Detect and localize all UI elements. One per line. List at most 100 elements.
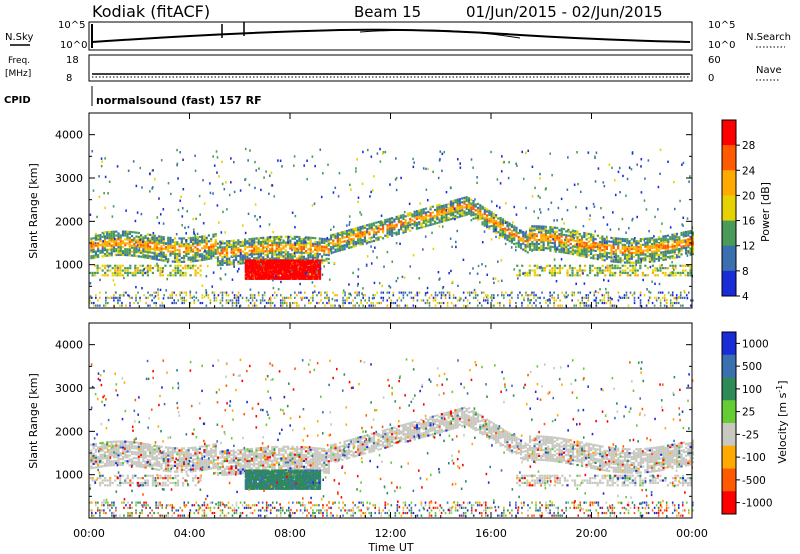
radar-cell: [592, 257, 595, 260]
radar-cell: [673, 248, 676, 252]
radar-cell: [345, 243, 348, 246]
radar-cell: [614, 250, 618, 254]
radar-cell: [304, 271, 307, 275]
radar-cell: [607, 291, 610, 294]
radar-cell: [375, 221, 378, 224]
radar-cell: [608, 244, 611, 247]
radar-cell: [567, 244, 570, 247]
radar-cell: [293, 260, 296, 263]
radar-cell: [273, 271, 276, 274]
radar-cell: [134, 271, 137, 275]
radar-cell: [663, 299, 666, 302]
radar-cell: [111, 274, 114, 277]
radar-cell: [613, 255, 616, 258]
radar-cell: [316, 247, 319, 250]
radar-cell: [312, 272, 315, 275]
radar-cell: [359, 227, 362, 231]
radar-cell: [440, 205, 443, 208]
radar-cell: [159, 269, 162, 272]
radar-cell: [689, 235, 692, 239]
radar-cell: [227, 299, 230, 302]
radar-cell: [655, 299, 658, 302]
radar-cell: [293, 269, 296, 273]
radar-cell: [630, 246, 633, 249]
radar-cell: [119, 247, 122, 251]
radar-cell: [300, 249, 303, 252]
radar-cell: [583, 255, 586, 258]
radar-cell: [653, 240, 656, 243]
radar-cell: [679, 294, 682, 297]
radar-cell: [325, 259, 328, 262]
radar-cell: [651, 256, 654, 259]
radar-cell: [492, 226, 495, 229]
radar-cell: [368, 227, 371, 230]
radar-cell: [612, 242, 615, 246]
radar-cell: [160, 237, 163, 240]
radar-cell: [621, 269, 624, 272]
radar-cell: [254, 275, 258, 278]
radar-cell: [571, 231, 575, 234]
radar-cell: [596, 269, 599, 272]
radar-cell: [250, 255, 254, 258]
radar-cell: [612, 237, 615, 240]
radar-cell: [155, 244, 159, 247]
radar-cell: [400, 226, 403, 229]
radar-cell: [262, 259, 265, 262]
radar-cell: [332, 191, 335, 194]
radar-cell: [108, 230, 111, 234]
radar-cell: [549, 152, 552, 155]
radar-cell: [338, 171, 341, 175]
radar-cell: [501, 291, 503, 294]
radar-cell: [273, 195, 276, 198]
radar-cell: [293, 155, 296, 158]
radar-cell: [369, 195, 371, 198]
radar-cell: [553, 274, 557, 277]
radar-cell: [259, 273, 263, 276]
radar-cell: [424, 301, 427, 305]
radar-cell: [465, 207, 468, 210]
radar-cell: [252, 267, 255, 270]
radar-cell: [587, 299, 590, 302]
radar-cell: [614, 256, 618, 260]
radar-cell: [244, 256, 247, 259]
radar-cell: [320, 294, 322, 297]
radar-cell: [143, 268, 145, 271]
radar-cell: [660, 239, 663, 242]
radar-cell: [574, 233, 577, 237]
radar-cell: [671, 257, 674, 260]
radar-cell: [142, 246, 145, 249]
radar-cell: [107, 192, 109, 195]
radar-cell: [676, 271, 680, 275]
radar-cell: [153, 256, 156, 259]
radar-cell: [664, 252, 667, 255]
radar-cell: [221, 252, 224, 255]
radar-cell: [549, 231, 552, 235]
radar-cell: [651, 260, 654, 263]
radar-cell: [239, 248, 242, 251]
radar-cell: [311, 276, 314, 279]
radar-cell: [350, 228, 353, 231]
radar-cell: [267, 264, 270, 267]
radar-cell: [291, 268, 294, 271]
radar-cell: [580, 250, 584, 254]
radar-cell: [196, 238, 199, 241]
radar-cell: [262, 242, 265, 245]
radar-cell: [636, 274, 639, 277]
radar-cell: [265, 170, 267, 173]
radar-cell: [542, 243, 545, 246]
nsearch-trace: [359, 29, 521, 39]
radar-cell: [155, 236, 159, 240]
radar-cell: [252, 265, 255, 269]
radar-cell: [492, 228, 495, 231]
radar-cell: [296, 241, 299, 244]
radar-cell: [418, 217, 421, 220]
radar-cell: [404, 230, 407, 234]
radar-cell: [628, 255, 631, 258]
radar-cell: [286, 269, 289, 273]
radar-cell: [180, 291, 183, 294]
radar-cell: [219, 263, 222, 267]
radar-cell: [94, 232, 97, 236]
radar-cell: [166, 277, 169, 281]
radar-cell: [182, 245, 186, 248]
